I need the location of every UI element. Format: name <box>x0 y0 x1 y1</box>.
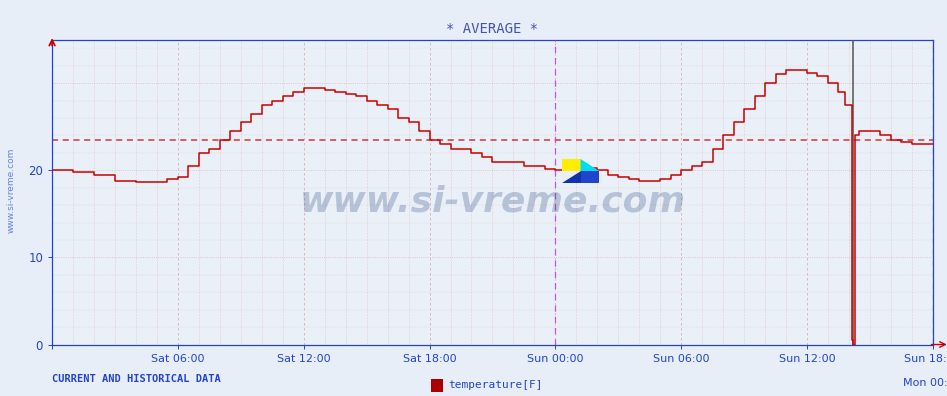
Text: www.si-vreme.com: www.si-vreme.com <box>7 147 16 233</box>
Bar <box>581 171 599 183</box>
Text: Mon 00:00: Mon 00:00 <box>903 378 947 388</box>
Polygon shape <box>562 171 581 183</box>
Bar <box>562 159 581 171</box>
Title: * AVERAGE *: * AVERAGE * <box>446 22 539 36</box>
Text: temperature[F]: temperature[F] <box>448 380 543 390</box>
Polygon shape <box>581 159 599 171</box>
Text: www.si-vreme.com: www.si-vreme.com <box>299 184 686 218</box>
Text: CURRENT AND HISTORICAL DATA: CURRENT AND HISTORICAL DATA <box>52 374 221 384</box>
